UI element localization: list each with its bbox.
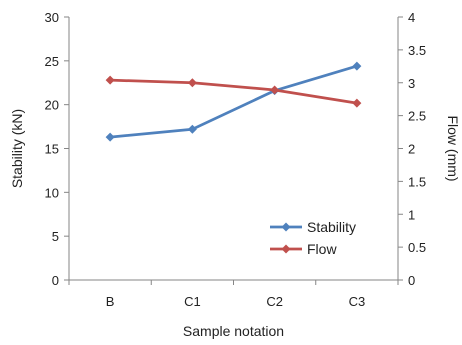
flow-series-line	[110, 78, 358, 105]
y-left-tick-label: 0	[52, 273, 59, 288]
stability-data-point	[352, 61, 362, 71]
flow-data-point	[105, 75, 115, 85]
x-tick-label: B	[106, 294, 115, 309]
y-right-tick-label: 0	[408, 273, 415, 288]
y-left-tick-label: 30	[45, 10, 59, 25]
x-tick-label: C2	[266, 294, 283, 309]
legend-stability-label: Stability	[307, 219, 356, 235]
flow-data-point	[187, 78, 197, 88]
y-left-tick-label: 15	[45, 142, 59, 157]
y-right-tick-label: 1	[408, 207, 415, 222]
y-right-tick-label: 0.5	[408, 240, 426, 255]
y-axis-left-title: Stability (kN)	[9, 109, 25, 188]
stability-data-point	[105, 132, 115, 142]
y-right-tick-label: 2	[408, 142, 415, 157]
flow-data-point	[352, 98, 362, 108]
x-axis-title: Sample notation	[183, 323, 284, 339]
legend-flow-marker	[281, 244, 291, 254]
x-tick-label: C3	[349, 294, 366, 309]
flow-data-point	[270, 85, 280, 95]
y-left-tick-label: 25	[45, 54, 59, 69]
axes: 0 5 10 15 20 25 30 0 0.5 1 1.5 2 2.5 3 3.5 4 B C1 C2 C3	[45, 10, 427, 309]
y-left-tick-label: 10	[45, 185, 59, 200]
legend-flow-label: Flow	[307, 241, 337, 257]
y-right-tick-label: 3	[408, 76, 415, 91]
stability-series-line	[109, 64, 358, 139]
stability-data-point	[187, 124, 197, 134]
chart-marks	[105, 61, 362, 142]
y-right-tick-label: 2.5	[408, 109, 426, 124]
y-axis-right-title: Flow (mm)	[445, 115, 461, 181]
y-right-tick-label: 4	[408, 10, 415, 25]
y-left-tick-label: 20	[45, 98, 59, 113]
y-right-tick-label: 1.5	[408, 174, 426, 189]
legend-stability-marker	[281, 222, 291, 232]
legend: Stability Flow	[270, 219, 356, 257]
y-right-tick-label: 3.5	[408, 43, 426, 58]
x-tick-label: C1	[184, 294, 201, 309]
y-left-tick-label: 5	[52, 229, 59, 244]
